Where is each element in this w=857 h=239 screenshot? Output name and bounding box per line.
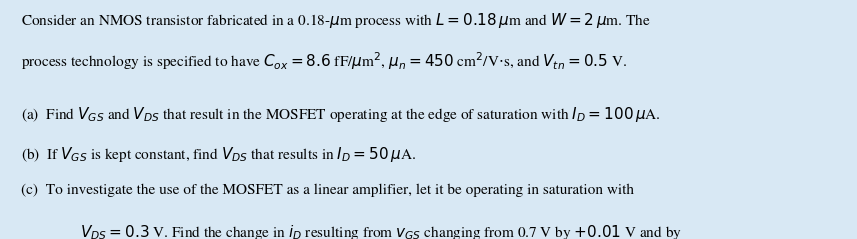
Text: (c)  To investigate the use of the MOSFET as a linear amplifier, let it be opera: (c) To investigate the use of the MOSFET… (21, 184, 634, 197)
Text: (b)  If $V_{GS}$ is kept constant, find $V_{DS}$ that results in $I_D = 50\,\mu$: (b) If $V_{GS}$ is kept constant, find $… (21, 145, 417, 163)
Text: Consider an NMOS transistor fabricated in a 0.18-$\mu$m process with $L = 0.18\,: Consider an NMOS transistor fabricated i… (21, 11, 651, 30)
Text: (a)  Find $V_{GS}$ and $V_{DS}$ that result in the MOSFET operating at the edge : (a) Find $V_{GS}$ and $V_{DS}$ that resu… (21, 105, 662, 124)
Text: $V_{DS} = 0.3$ V. Find the change in $i_D$ resulting from $v_{GS}$ changing from: $V_{DS} = 0.3$ V. Find the change in $i_… (80, 223, 681, 239)
Text: process technology is specified to have $C_{ox} = 8.6$ fF/$\mu$m$^2$, $\mu_n = 4: process technology is specified to have … (21, 50, 627, 72)
